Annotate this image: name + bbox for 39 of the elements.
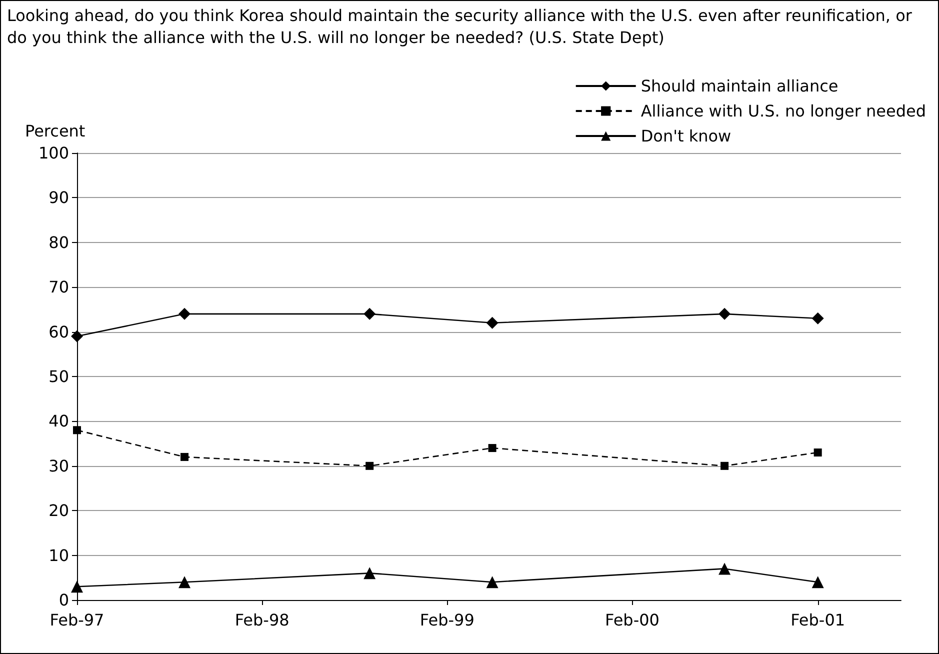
point [364,308,376,320]
point [812,576,824,588]
y-tick-label: 50 [48,367,69,386]
point [73,426,81,434]
y-tick-label: 30 [48,456,69,476]
y-tick-label: 40 [48,412,69,431]
y-tick-label: 90 [48,188,69,208]
y-tick-label: 10 [48,546,69,565]
y-axis-title: Percent [25,122,86,140]
y-tick-label: 100 [38,144,69,162]
point [366,462,374,470]
point [486,316,498,329]
x-tick-label: Feb-01 [790,610,846,630]
point [71,330,83,342]
legend-label: Should maintain alliance [640,76,838,96]
point [178,576,190,588]
chart-title: Looking ahead, do you think Korea should maintain the security alliance with the U.S. even after reunification, or do you think the alliance with the U.S. will no longer be needed? (U.S. State Dept) [7,5,913,49]
y-tick-label: 80 [48,232,69,252]
x-tick-label: Feb-99 [420,610,474,630]
point [178,308,190,320]
point [720,462,729,470]
point [718,562,731,575]
point [718,308,731,320]
x-tick-label: Feb-00 [605,610,660,630]
point [812,312,824,324]
legend-label: Alliance with U.S. no longer needed [640,102,926,120]
point [814,448,822,456]
point [71,580,83,593]
y-tick-label: 20 [48,501,69,520]
point [486,576,498,588]
x-tick-label: Feb-97 [50,610,104,630]
y-tick-label: 70 [48,278,69,297]
point [180,452,188,461]
x-tick-label: Feb-98 [234,610,290,630]
point [364,567,376,580]
legend-label: Don't know [640,126,732,146]
y-tick-label: 60 [48,322,69,342]
y-tick-label: 0 [58,590,69,610]
point [488,444,496,452]
